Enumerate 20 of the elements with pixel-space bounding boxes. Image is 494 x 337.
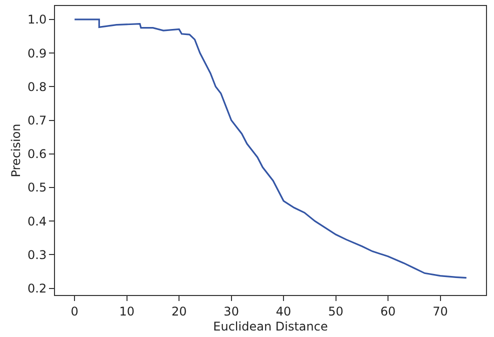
y-tick-label: 1.0 [28, 12, 47, 27]
x-tick-label: 70 [432, 304, 448, 318]
y-tick-label: 0.8 [28, 80, 47, 94]
x-axis-title: Euclidean Distance [213, 319, 328, 334]
x-tick-label: 40 [276, 304, 292, 318]
x-tick-label: 10 [119, 304, 134, 318]
y-tick-label: 0.7 [28, 113, 47, 128]
x-tick-label: 30 [224, 304, 239, 318]
y-tick-label: 0.9 [28, 46, 47, 60]
y-tick-label: 0.4 [28, 214, 47, 228]
x-tick-label: 0 [70, 304, 78, 318]
line-series [74, 18, 468, 279]
y-tick-label: 0.6 [28, 147, 47, 162]
x-tick-label: 60 [380, 304, 396, 318]
y-tick-label: 0.5 [28, 180, 47, 195]
x-tick-label: 50 [328, 304, 344, 318]
x-tick-label: 20 [171, 304, 187, 318]
y-tick-label: 0.2 [28, 281, 47, 296]
y-axis-title: Precision [8, 124, 23, 178]
y-tick-label: 0.3 [28, 248, 47, 262]
